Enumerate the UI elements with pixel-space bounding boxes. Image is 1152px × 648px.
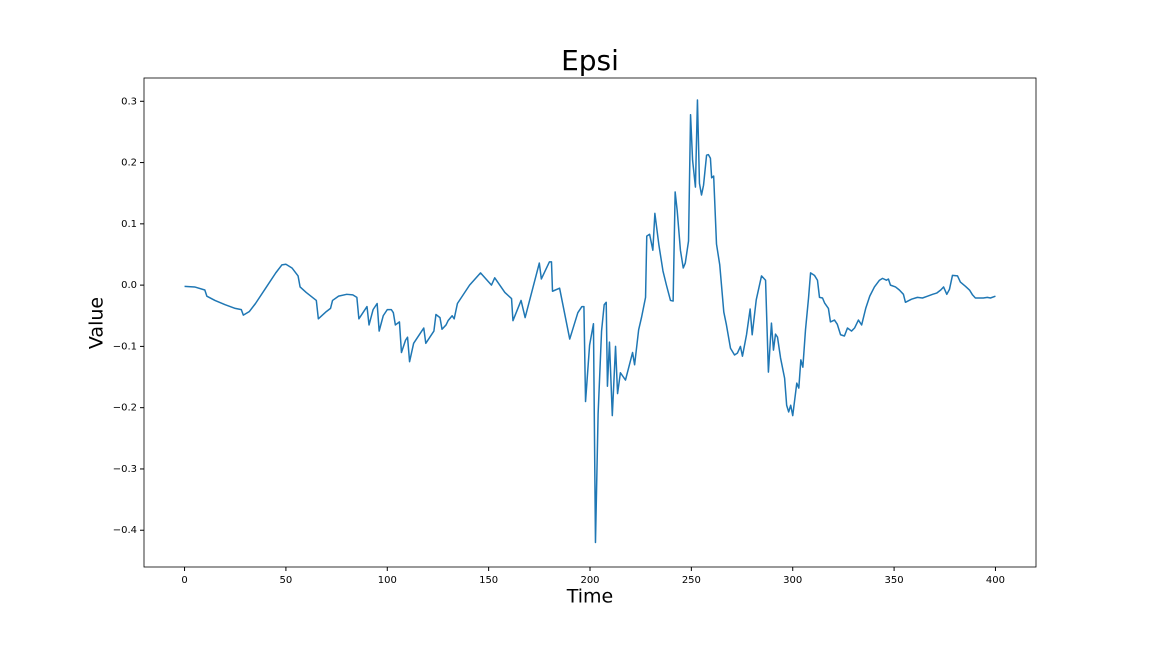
y-tick-label: −0.1	[113, 341, 137, 352]
y-tick-label: 0.2	[121, 158, 137, 169]
y-tick-label: 0.3	[121, 96, 137, 107]
plot-frame	[143, 77, 1037, 568]
y-tick-label: 0.0	[121, 280, 137, 291]
x-tick-label: 300	[783, 575, 802, 586]
data-line	[184, 99, 996, 544]
x-tick-label: 0	[181, 575, 187, 586]
chart-title: Epsi	[561, 44, 619, 77]
x-tick-label: 150	[479, 575, 498, 586]
x-tick-label: 50	[280, 575, 293, 586]
x-tick-label: 250	[682, 575, 701, 586]
y-tick-label: −0.2	[113, 403, 137, 414]
x-tick-label: 400	[986, 575, 1005, 586]
x-tick-label: 100	[378, 575, 397, 586]
x-tick-label: 350	[885, 575, 904, 586]
y-tick-label: −0.3	[113, 464, 137, 475]
y-tick-label: 0.1	[121, 219, 137, 230]
x-tick-label: 200	[580, 575, 599, 586]
y-axis-label: Value	[86, 297, 108, 349]
y-tick-label: −0.4	[113, 525, 137, 536]
x-axis-label: Time	[566, 586, 614, 608]
